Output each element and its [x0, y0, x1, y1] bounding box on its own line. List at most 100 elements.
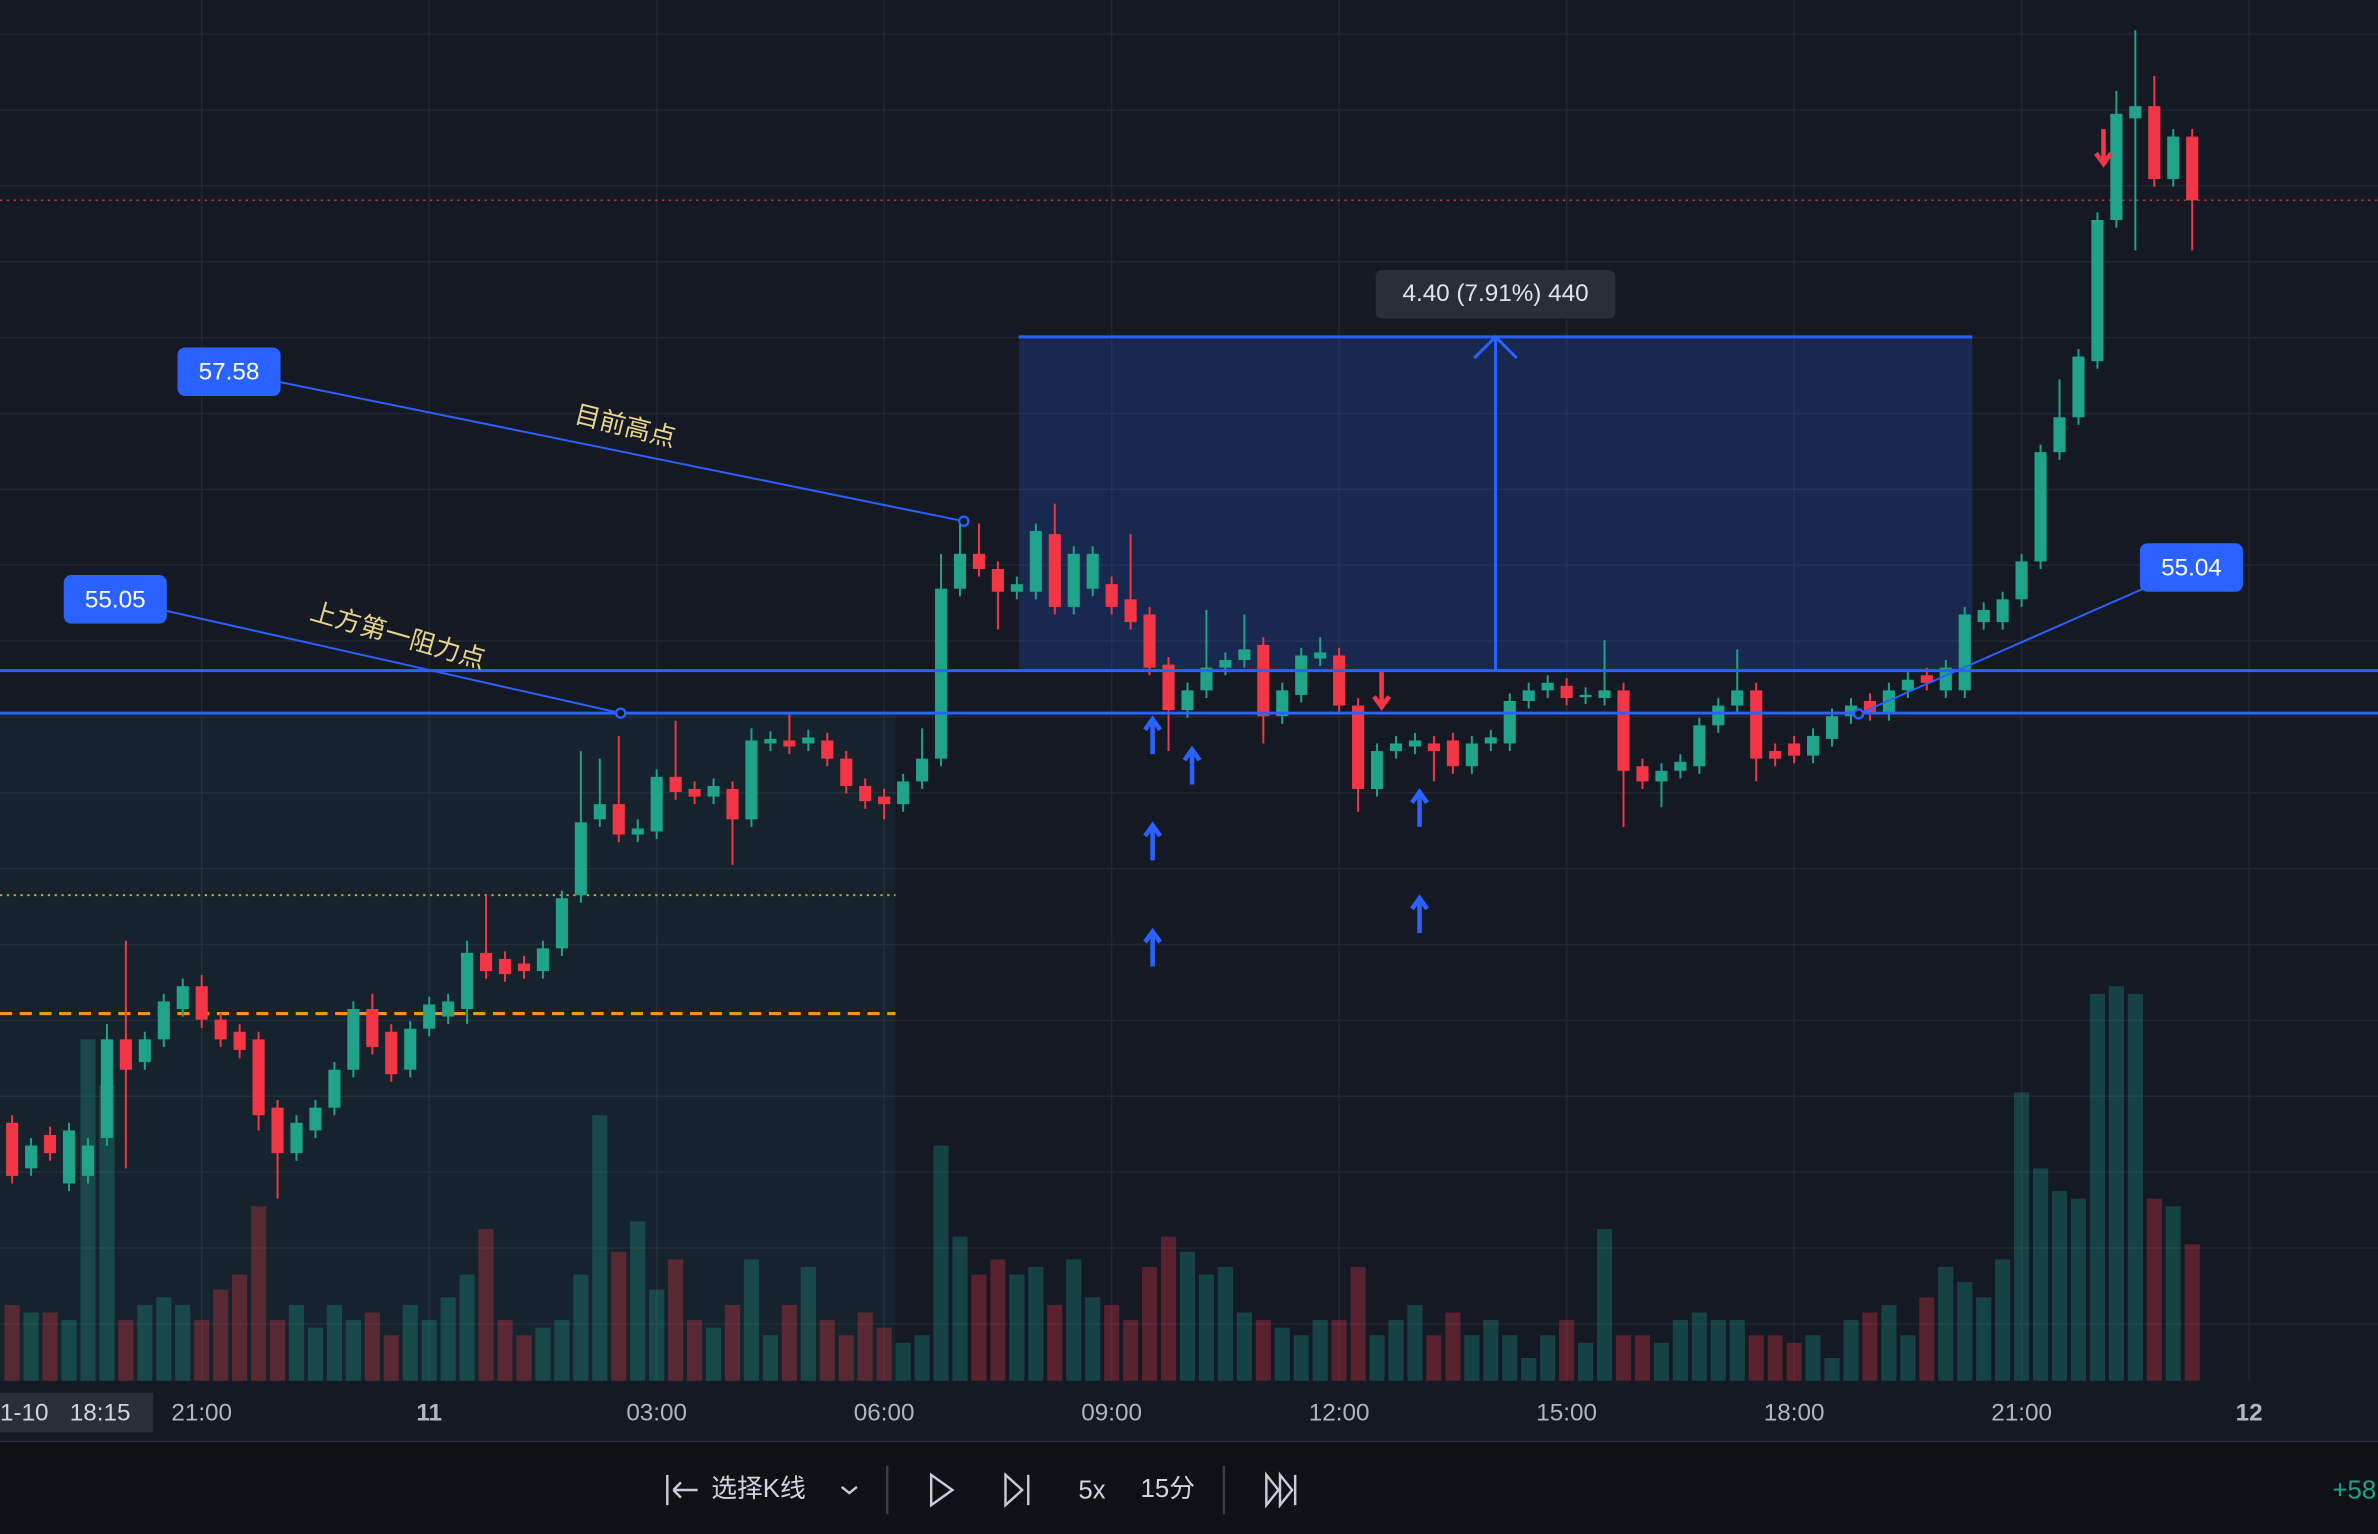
buy-signal [1410, 894, 1429, 934]
volume-bar [933, 1145, 949, 1381]
volume-bar [2032, 1168, 2049, 1381]
volume-bar [1881, 1304, 1897, 1381]
candle-body [1750, 690, 1763, 759]
candle-body [1712, 705, 1725, 726]
candle-body [1977, 609, 1990, 623]
candle-body [1238, 649, 1251, 661]
volume-bar [800, 1266, 816, 1381]
volume-bar [857, 1312, 873, 1381]
volume-bar [1634, 1335, 1651, 1381]
sell-signal [1372, 672, 1392, 711]
candle-body [1446, 740, 1459, 767]
select-icon[interactable] [666, 1474, 698, 1506]
candle-body [1655, 770, 1668, 782]
volume-bar [421, 1320, 437, 1381]
volume-bar [1047, 1304, 1063, 1381]
candle-body [2167, 136, 2180, 180]
candle-body [1693, 725, 1706, 767]
crosshair-time: 18:15 [70, 1400, 131, 1427]
volume-bar [1843, 1320, 1859, 1381]
candle-body [2072, 356, 2085, 418]
volume-bar [213, 1289, 229, 1381]
candle-body [745, 740, 758, 820]
x-tick-label: 12:00 [1309, 1400, 1370, 1427]
candle-body [2129, 106, 2142, 119]
volume-bar [668, 1259, 684, 1381]
candle-body [1958, 614, 1971, 691]
callout-label: 55.05 [85, 586, 146, 613]
candle-body [43, 1134, 57, 1154]
volume-bar [1236, 1312, 1252, 1381]
candle-body [1996, 599, 2009, 623]
buy-signal [1143, 821, 1163, 861]
candle-body [1143, 614, 1156, 668]
volume-bar [819, 1320, 835, 1381]
candle-body [1067, 553, 1080, 607]
volume-bar [1009, 1274, 1025, 1381]
candle-body [1844, 705, 1858, 717]
x-tick-label: 21:00 [1991, 1400, 2052, 1427]
volume-bar [4, 1304, 20, 1381]
candle-body [555, 898, 568, 949]
volume-bar [2070, 1198, 2087, 1381]
candle-body [100, 1039, 113, 1138]
volume-bar [345, 1320, 361, 1381]
candle-body [764, 738, 777, 744]
forward-button[interactable] [1265, 1471, 1297, 1509]
candle-body [593, 804, 606, 820]
candle-body [1427, 743, 1440, 752]
candle-body [6, 1122, 19, 1176]
interval-button[interactable]: 15分 [1141, 1475, 1195, 1503]
volume-bar [1312, 1320, 1328, 1381]
candle-body [574, 822, 587, 896]
candle-body [2053, 417, 2066, 453]
candle-body [669, 776, 682, 793]
candle-body [859, 785, 872, 802]
volume-bar [687, 1320, 703, 1381]
callout-box [177, 347, 281, 397]
crosshair-date: 1-10 [0, 1400, 49, 1427]
speed-button[interactable]: 5x [1078, 1476, 1105, 1504]
x-tick-label: 21:00 [171, 1400, 232, 1427]
volume-bar [194, 1320, 210, 1381]
candle-body [1048, 534, 1061, 607]
volume-bar [1198, 1274, 1215, 1381]
volume-bar [1748, 1335, 1764, 1381]
candle-body [1389, 743, 1403, 752]
callout-box [2139, 543, 2244, 592]
callout-line [115, 598, 621, 715]
candle-body [1219, 660, 1232, 668]
volume-bar [459, 1274, 475, 1381]
volume-bar [1691, 1312, 1707, 1381]
volume-bar [705, 1327, 722, 1381]
volume-bar [1331, 1320, 1347, 1381]
play-button[interactable] [929, 1472, 955, 1508]
select-bar-button[interactable]: 选择K线 [711, 1474, 805, 1503]
candle-body [176, 986, 189, 1010]
volume-bar [99, 1084, 115, 1381]
candle-body [802, 737, 815, 744]
candle-body [2186, 136, 2199, 201]
x-tick-label: 06:00 [854, 1400, 915, 1427]
candle-body [1503, 700, 1516, 744]
volume-bar [1274, 1327, 1290, 1381]
x-tick-label: 18:00 [1764, 1400, 1825, 1427]
measure-label-box [1375, 270, 1616, 319]
step-button[interactable] [1004, 1472, 1030, 1508]
volume-bar [1407, 1304, 1423, 1381]
volume-bar [1957, 1282, 1973, 1381]
volume-bar [535, 1327, 551, 1381]
volume-bar [1672, 1320, 1688, 1381]
candle-body [195, 986, 208, 1020]
dropdown-icon[interactable] [840, 1486, 858, 1495]
candle-body [1333, 655, 1346, 706]
candle-body [290, 1122, 303, 1154]
volume-bar [2014, 1092, 2030, 1381]
volume-bar [1179, 1251, 1196, 1381]
candle-body [347, 1009, 360, 1070]
volume-bar [1160, 1236, 1177, 1381]
volume-bar [762, 1335, 779, 1381]
candle-body [119, 1039, 132, 1070]
candle-body [953, 553, 967, 589]
